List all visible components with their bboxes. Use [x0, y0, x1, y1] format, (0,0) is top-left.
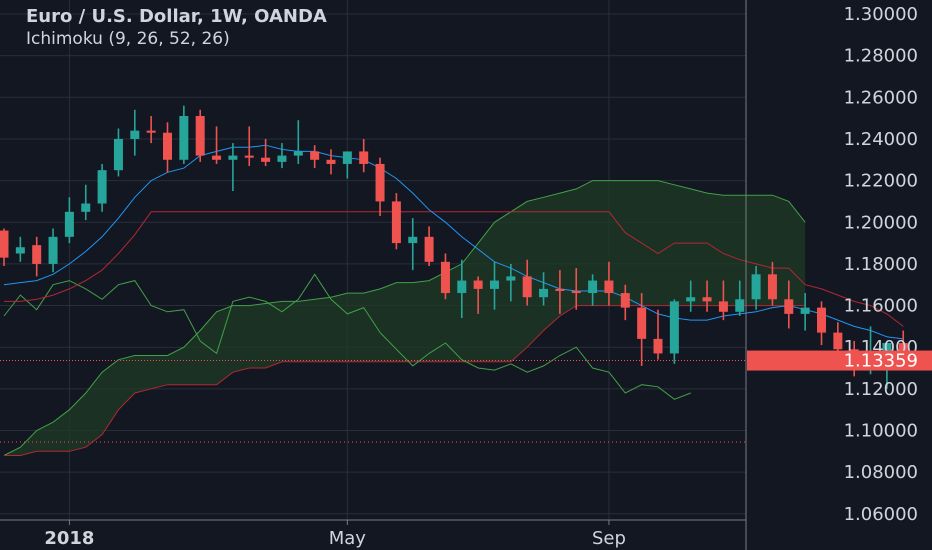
candle-body: [179, 116, 189, 160]
candle-body: [408, 236, 418, 244]
candle-body: [293, 151, 303, 156]
candle-body: [0, 230, 9, 258]
candle-body: [522, 276, 532, 298]
y-tick-label: 1.16000: [844, 296, 918, 317]
candle-body: [735, 299, 745, 312]
candle-body: [784, 299, 794, 314]
y-tick-label: 1.30000: [844, 4, 918, 25]
last-price-label: 1.13359: [844, 351, 918, 372]
candle-body: [653, 338, 663, 354]
candle-body: [702, 297, 712, 302]
candle-body: [555, 288, 565, 291]
y-tick-label: 1.20000: [844, 212, 918, 233]
candle-body: [391, 201, 401, 244]
candle-body: [277, 155, 287, 162]
candle-body: [48, 236, 58, 264]
x-tick-label: Sep: [592, 528, 626, 549]
senkou-span-a-line: [3, 180, 806, 456]
cloud-fill: [4, 180, 806, 456]
base-line: [4, 211, 904, 327]
candle-body: [457, 280, 467, 294]
candle-body: [32, 245, 42, 264]
candle-body: [539, 288, 549, 298]
y-tick-label: 1.10000: [844, 421, 918, 442]
candle-body: [800, 307, 810, 314]
conversion-line: [3, 144, 904, 340]
candles: [0, 105, 908, 389]
lagging-span-line: [3, 273, 691, 400]
y-tick-label: 1.22000: [844, 171, 918, 192]
candle-body: [195, 116, 205, 156]
symbol-title[interactable]: Euro / U.S. Dollar, 1W, OANDA: [26, 6, 327, 27]
candle-body: [718, 301, 728, 312]
candle-body: [588, 280, 598, 294]
candle-body: [620, 293, 630, 308]
candle-body: [97, 170, 107, 204]
candle-body: [64, 211, 74, 237]
y-tick-label: 1.18000: [844, 254, 918, 275]
y-tick-label: 1.12000: [844, 379, 918, 400]
y-tick-label: 1.26000: [844, 87, 918, 108]
ichimoku-cloud: [4, 180, 806, 456]
y-tick-label: 1.06000: [844, 504, 918, 525]
last-price-tag: [747, 350, 932, 371]
candle-body: [440, 261, 450, 294]
candle-body: [212, 155, 222, 160]
y-tick-label: 1.28000: [844, 46, 918, 67]
candle-body: [81, 203, 91, 212]
y-tick-label: 1.08000: [844, 462, 918, 483]
candle-body: [359, 151, 369, 164]
candle-body: [473, 280, 483, 289]
candle-body: [669, 301, 679, 354]
candle-body: [767, 274, 777, 300]
x-tick-label: May: [329, 528, 367, 549]
candle-body: [310, 151, 320, 160]
candle-body: [228, 155, 238, 160]
candle-body: [342, 151, 352, 164]
candle-body: [375, 163, 385, 202]
x-tick-label: 2018: [44, 528, 94, 549]
candle-body: [604, 280, 614, 294]
candle-body: [326, 159, 336, 164]
candle-body: [686, 297, 696, 302]
candle-body: [113, 138, 123, 171]
indicator-label[interactable]: Ichimoku (9, 26, 52, 26): [26, 29, 230, 49]
candle-body: [146, 130, 156, 133]
candle-body: [571, 290, 581, 294]
candle-body: [882, 343, 892, 354]
chart-legend: Euro / U.S. Dollar, 1W, OANDA Ichimoku (…: [26, 6, 327, 50]
candle-body: [817, 307, 826, 333]
candle-body: [15, 247, 25, 254]
candle-body: [244, 155, 254, 158]
candle-body: [490, 280, 499, 289]
candle-body: [833, 332, 843, 350]
candle-body: [751, 274, 761, 300]
candle-body: [506, 276, 516, 281]
candle-body: [424, 236, 434, 262]
candle-body: [637, 307, 647, 339]
candle-body: [261, 157, 271, 162]
candle-body: [130, 130, 140, 139]
candle-body: [163, 132, 172, 160]
y-tick-label: 1.24000: [844, 129, 918, 150]
